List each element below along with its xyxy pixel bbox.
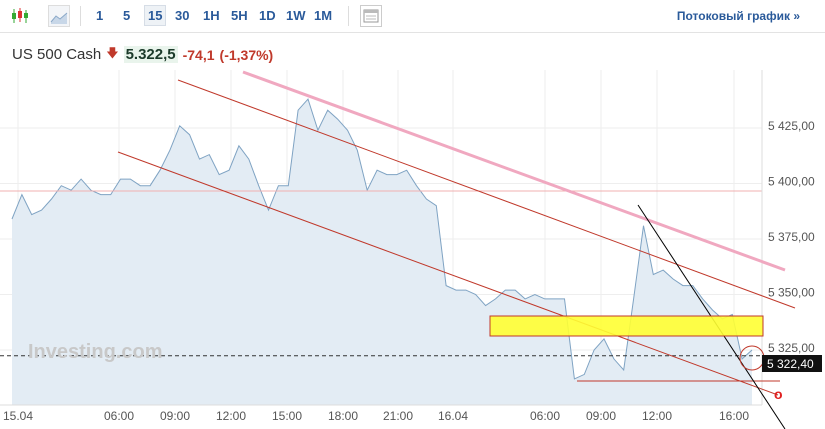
x-tick-label: 16:00 <box>719 409 749 423</box>
layout-icon[interactable] <box>360 5 382 27</box>
trendline-red-upper[interactable] <box>177 79 796 309</box>
watermark: Investing.com <box>28 341 162 363</box>
y-tick-label: 5 350,00 <box>768 286 815 300</box>
last-value-badge <box>762 355 822 372</box>
x-tick-label: 06:00 <box>104 409 134 423</box>
x-tick-label: 16.04 <box>438 409 468 423</box>
candlestick-icon[interactable] <box>10 5 32 27</box>
x-tick-label: 12:00 <box>642 409 672 423</box>
last-value-label: 5 322,40 <box>767 357 814 371</box>
price-change: -74,1 <box>182 46 215 63</box>
stream-chart-link[interactable]: Потоковый график » <box>676 9 800 23</box>
x-tick-label: 09:00 <box>586 409 616 423</box>
quote-header: US 500 Cash 🡇 5.322,5 -74,1 (-1,37%) <box>12 44 273 65</box>
timeframe-1[interactable]: 1 <box>96 8 104 23</box>
divider <box>348 6 349 26</box>
x-tick-label: 15:00 <box>272 409 302 423</box>
trendline-pink[interactable] <box>242 70 786 272</box>
timeframe-1h[interactable]: 1H <box>203 8 220 23</box>
y-tick-label: 5 425,00 <box>768 119 815 133</box>
timeframe-1m[interactable]: 1M <box>314 8 333 23</box>
x-tick-label: 21:00 <box>383 409 413 423</box>
user-drawings[interactable]: o <box>117 70 796 429</box>
trendline-red-lower[interactable] <box>117 151 779 396</box>
instrument-name: US 500 Cash <box>12 46 102 63</box>
timeframe-5[interactable]: 5 <box>123 8 131 23</box>
toolbar: 1 5 15 30 1H 5H 1D 1W 1M Потоковый графи… <box>0 0 825 33</box>
arrow-down-icon: 🡇 <box>106 46 119 60</box>
timeframe-30[interactable]: 30 <box>175 8 190 23</box>
x-tick-label: 06:00 <box>530 409 560 423</box>
price-change-pct: (-1,37%) <box>219 46 274 63</box>
y-tick-label: 5 375,00 <box>768 230 815 244</box>
x-tick-label: 12:00 <box>216 409 246 423</box>
y-tick-label: 5 400,00 <box>768 175 815 189</box>
x-tick-label: 15.04 <box>3 409 33 423</box>
x-tick-label: 09:00 <box>160 409 190 423</box>
x-tick-label: 18:00 <box>328 409 358 423</box>
timeframe-1d[interactable]: 1D <box>259 8 276 23</box>
divider <box>80 6 81 26</box>
timeframe-5h[interactable]: 5H <box>231 8 248 23</box>
y-tick-label: 5 325,00 <box>768 341 815 355</box>
area-chart-icon[interactable] <box>48 5 70 27</box>
drawing-handle[interactable]: o <box>774 386 783 402</box>
timeframe-1w[interactable]: 1W <box>286 8 306 23</box>
highlight-rectangle[interactable] <box>489 315 764 337</box>
last-price: 5.322,5 <box>123 46 178 63</box>
timeframe-15[interactable]: 15 <box>144 5 167 26</box>
